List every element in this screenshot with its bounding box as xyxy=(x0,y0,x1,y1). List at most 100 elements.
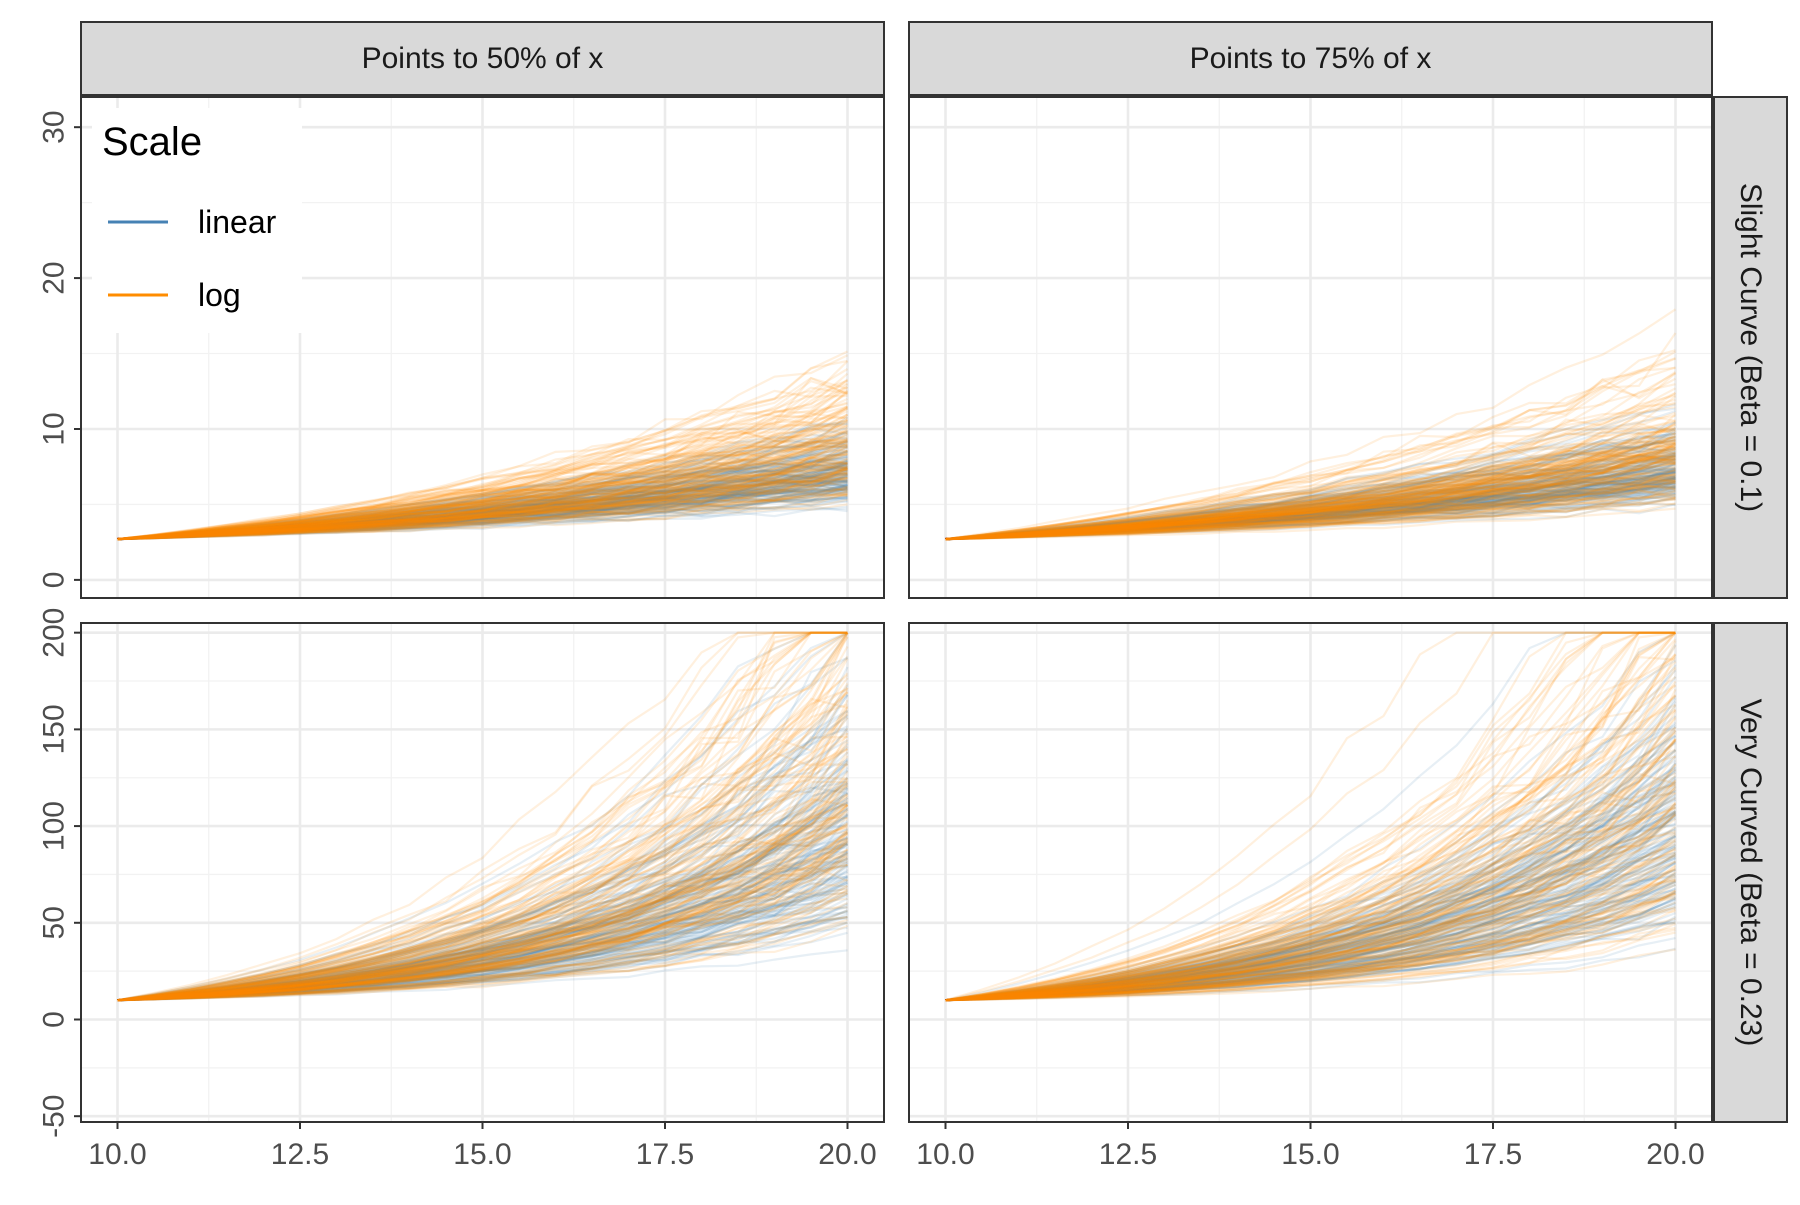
series-line-log xyxy=(945,807,1676,1002)
series-line-log xyxy=(945,383,1676,541)
series-line-log xyxy=(945,763,1677,1002)
series-line-linear xyxy=(117,483,848,541)
series-line-linear xyxy=(117,751,849,1002)
series-line-linear xyxy=(117,856,849,1002)
series-line-linear xyxy=(945,776,1677,1002)
series-line-log xyxy=(117,443,848,541)
series-line-log xyxy=(945,490,1676,541)
series-line-log xyxy=(117,350,848,541)
panel-very-p75 xyxy=(908,622,1713,1123)
series-line-linear xyxy=(945,475,1676,541)
series-line-log xyxy=(117,476,848,541)
series-line-log xyxy=(117,784,849,1002)
series-line-linear xyxy=(945,486,1676,541)
series-line-linear xyxy=(117,487,848,541)
series-line-linear xyxy=(945,853,1677,1002)
series-line-log xyxy=(117,449,848,541)
series-line-log xyxy=(945,631,1677,1002)
series-line-log xyxy=(117,435,848,541)
series-line-linear xyxy=(945,903,1676,1002)
series-line-linear xyxy=(117,870,848,1002)
series-line-log xyxy=(117,831,849,1002)
series-line-linear xyxy=(945,457,1676,541)
series-line-log xyxy=(945,479,1676,541)
series-line-log xyxy=(117,837,849,1002)
series-line-linear xyxy=(945,450,1676,541)
series-line-linear xyxy=(945,880,1676,1002)
series-line-log xyxy=(117,503,848,541)
series-line-log xyxy=(117,808,849,1002)
series-line-linear xyxy=(117,457,848,541)
series-line-linear xyxy=(117,496,848,541)
series-line-linear xyxy=(117,469,848,541)
series-line-log xyxy=(945,631,1676,1002)
series-line-log xyxy=(117,467,848,541)
series-line-log xyxy=(945,459,1676,541)
series-line-linear xyxy=(945,439,1676,541)
series-line-log xyxy=(945,440,1676,541)
series-line-log xyxy=(945,444,1676,541)
series-line-linear xyxy=(945,485,1676,541)
series-line-log xyxy=(117,916,848,1002)
series-line-log xyxy=(945,749,1677,1002)
series-line-linear xyxy=(117,902,848,1002)
series-line-linear xyxy=(117,466,848,541)
series-line-log xyxy=(945,485,1676,541)
series-line-log xyxy=(117,469,848,541)
series-line-linear xyxy=(945,485,1676,541)
series-line-linear xyxy=(945,488,1676,541)
series-line-linear xyxy=(945,826,1677,1002)
series-line-log xyxy=(945,457,1676,541)
series-line-log xyxy=(117,478,848,541)
series-line-log xyxy=(945,438,1676,541)
series-line-linear xyxy=(117,861,848,1002)
column-strip-label: Points to 75% of x xyxy=(1190,42,1432,75)
series-line-log xyxy=(945,413,1676,541)
series-line-linear xyxy=(117,783,849,1002)
series-line-log xyxy=(945,453,1676,541)
series-line-linear xyxy=(945,492,1676,541)
series-line-linear xyxy=(945,503,1676,541)
series-line-linear xyxy=(945,493,1676,541)
series-line-log xyxy=(117,438,848,541)
series-line-log xyxy=(945,473,1676,541)
series-line-linear xyxy=(117,715,849,1002)
series-line-log xyxy=(945,738,1677,1002)
series-line-linear xyxy=(945,474,1676,541)
series-line-log xyxy=(945,366,1676,541)
y-axis-tick-label: 150 xyxy=(38,704,71,754)
series-line-linear xyxy=(117,480,848,541)
y-axis-tick-label: 20 xyxy=(38,261,71,294)
series-line-log xyxy=(945,892,1676,1002)
series-line-log xyxy=(117,891,848,1002)
series-line-log xyxy=(945,357,1676,541)
series-line-log xyxy=(117,465,848,541)
series-line-log xyxy=(117,487,848,541)
series-line-log xyxy=(945,469,1676,541)
series-line-linear xyxy=(945,721,1677,1002)
series-line-log xyxy=(117,458,848,541)
series-line-linear xyxy=(945,458,1676,541)
series-line-linear xyxy=(117,862,849,1002)
series-line-log xyxy=(117,848,849,1002)
series-line-log xyxy=(117,631,848,1002)
series-line-log xyxy=(945,441,1676,541)
series-line-linear xyxy=(945,871,1677,1002)
series-line-linear xyxy=(945,447,1676,541)
y-axis-tick-label: 0 xyxy=(38,572,71,589)
series-line-linear xyxy=(117,801,849,1002)
series-line-linear xyxy=(117,910,848,1002)
series-line-log xyxy=(945,883,1677,1002)
series-line-log xyxy=(117,804,849,1002)
series-line-linear xyxy=(117,445,848,541)
series-line-linear xyxy=(945,735,1677,1002)
series-line-linear xyxy=(117,422,848,541)
series-line-log xyxy=(117,631,848,1002)
row-strip-background xyxy=(1713,96,1788,599)
series-line-linear xyxy=(945,492,1676,541)
series-line-log xyxy=(117,631,848,1002)
series-line-linear xyxy=(945,447,1676,541)
series-line-linear xyxy=(117,849,848,1002)
series-line-log xyxy=(117,674,849,1002)
series-line-log xyxy=(945,484,1676,541)
